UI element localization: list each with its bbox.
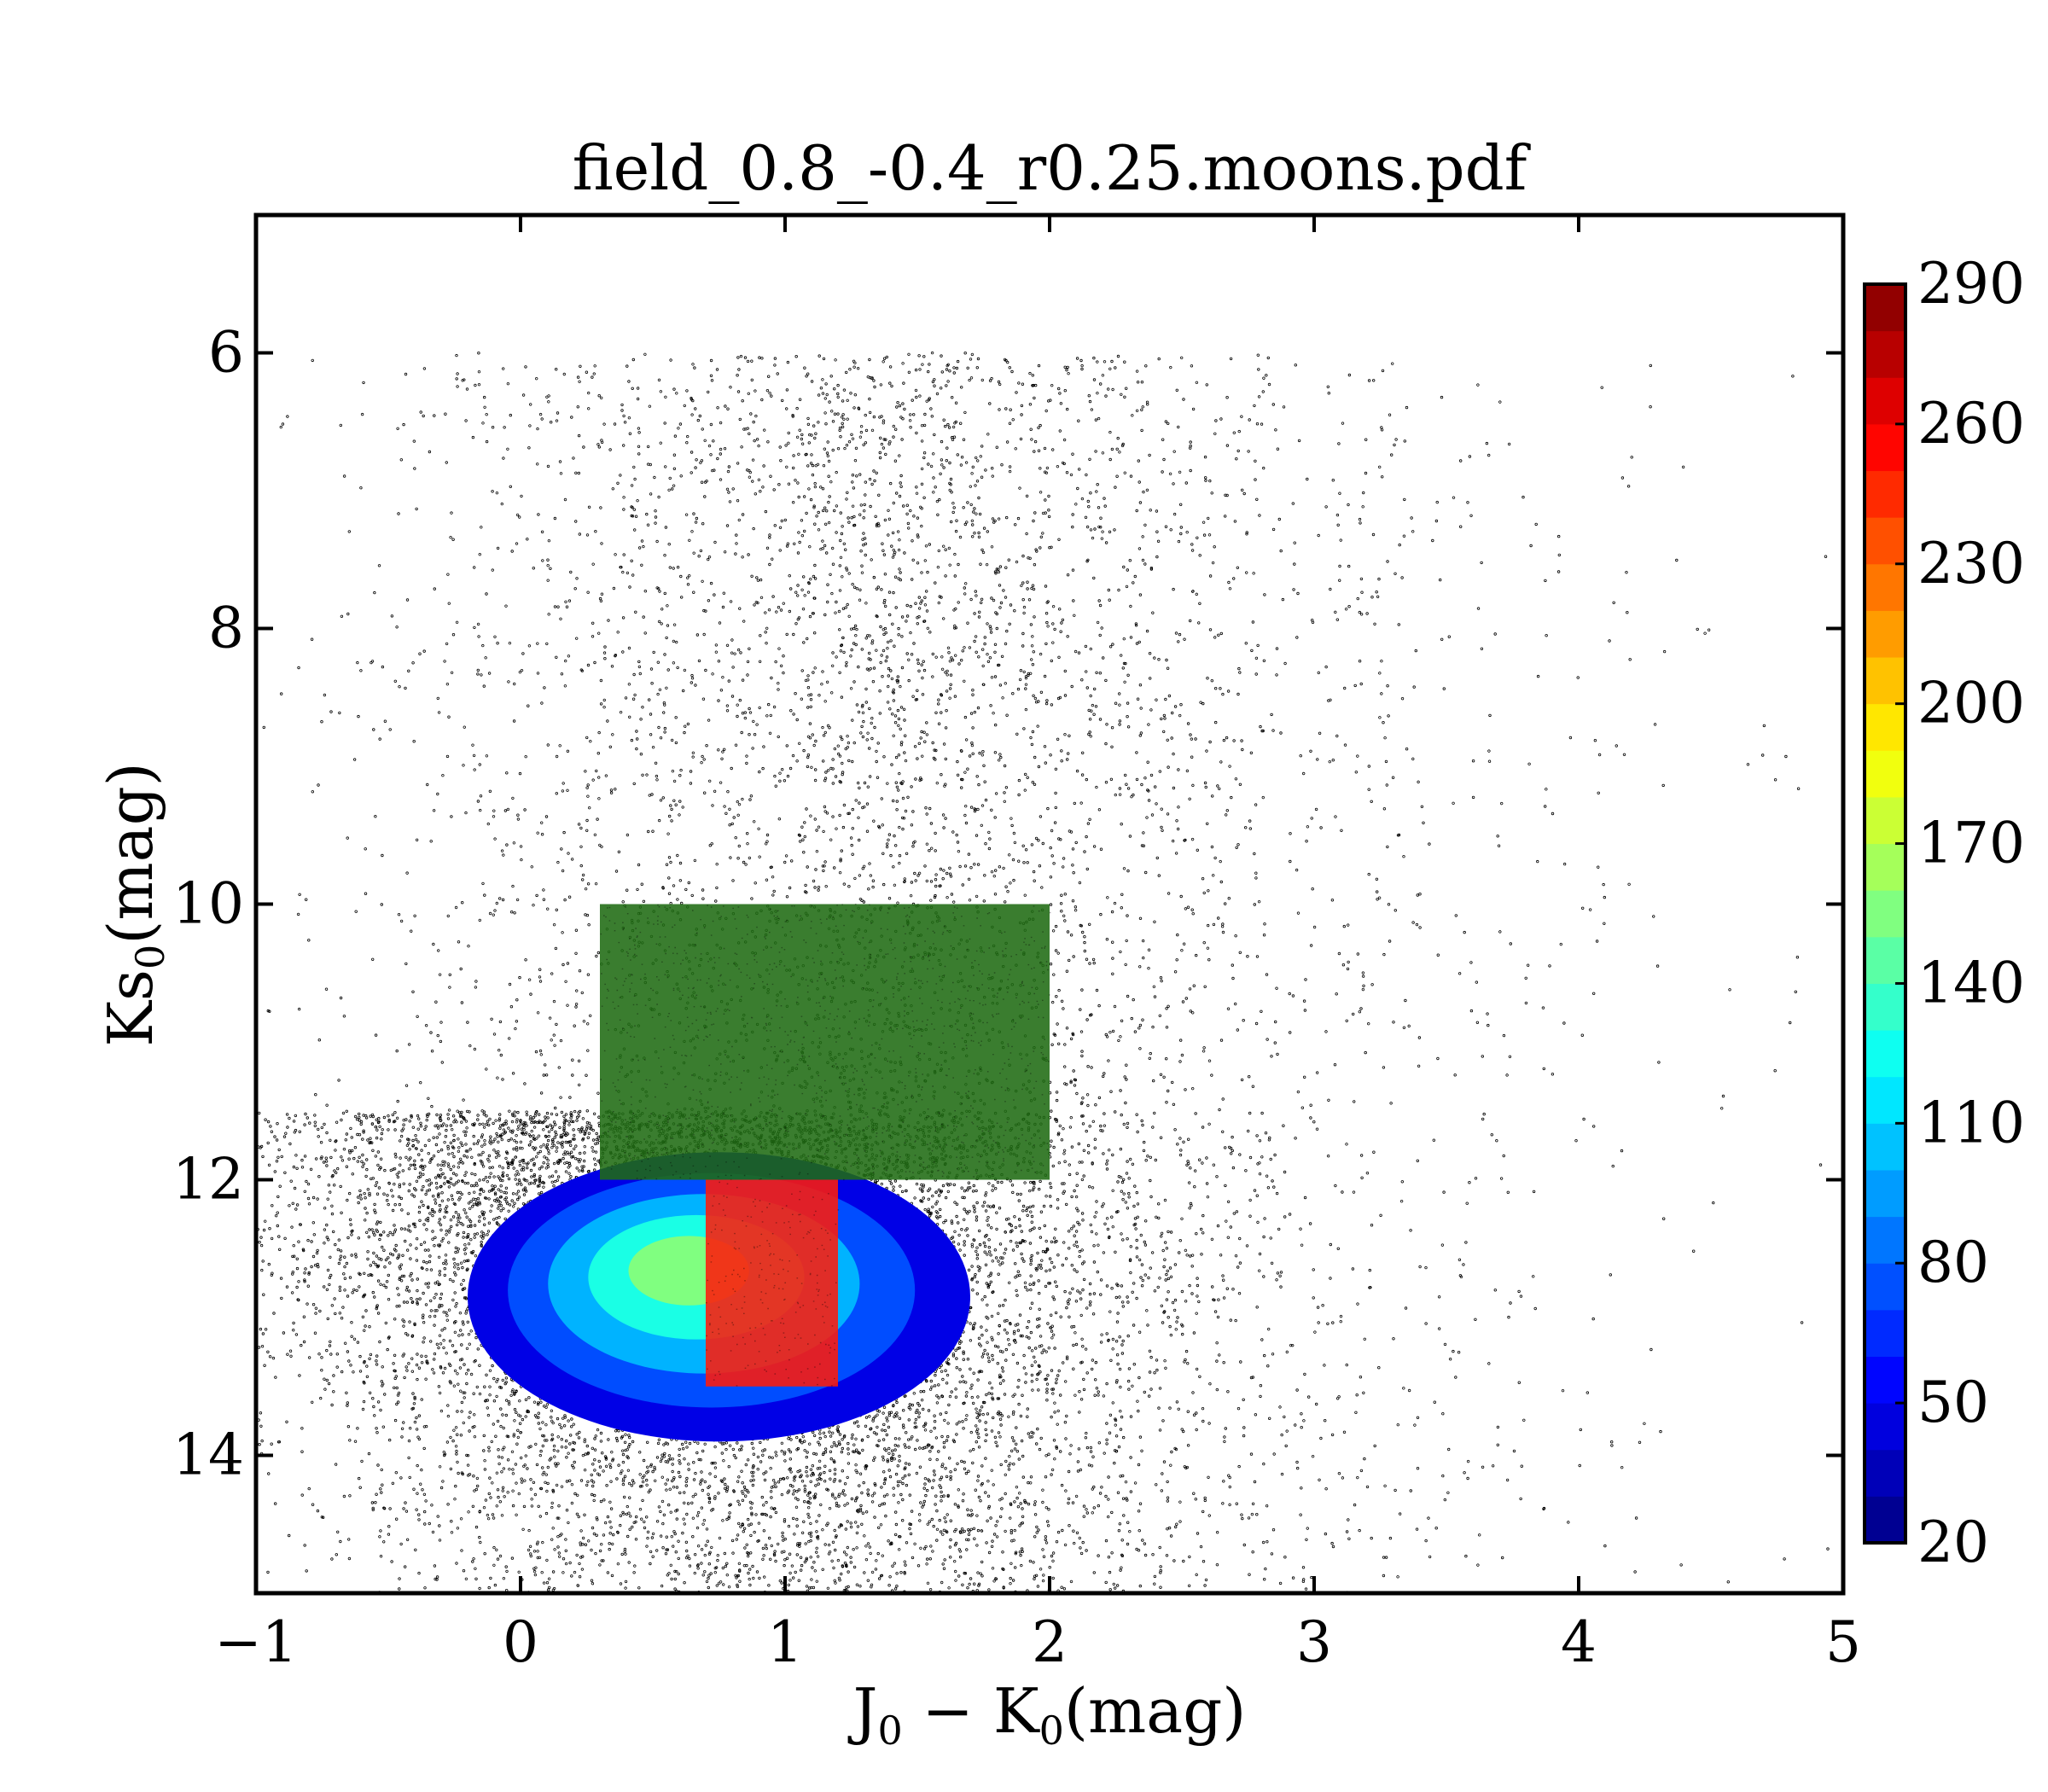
colorbar-segment — [1865, 1030, 1905, 1077]
colorbar-segment — [1865, 377, 1905, 424]
x-tick-label: 5 — [1825, 1609, 1861, 1675]
colorbar-segment — [1865, 1356, 1905, 1403]
selection-box — [600, 905, 1050, 1180]
colorbar-tick-label: 290 — [1917, 251, 2025, 317]
colorbar-segment — [1865, 657, 1905, 704]
colorbar-segment — [1865, 284, 1905, 331]
chart-title: field_0.8_-0.4_r0.25.moons.pdf — [573, 132, 1531, 204]
y-tick-label: 12 — [172, 1147, 244, 1213]
selection-box — [706, 1180, 838, 1387]
x-tick-label: 0 — [503, 1609, 538, 1675]
y-tick-label: 8 — [208, 596, 244, 661]
colorbar-tick-label: 20 — [1917, 1510, 1989, 1575]
x-tick-label: 3 — [1296, 1609, 1332, 1675]
y-tick-label: 6 — [208, 320, 244, 386]
colorbar-segment — [1865, 890, 1905, 937]
colorbar-tick-label: 50 — [1917, 1370, 1989, 1435]
colorbar-tick-label: 110 — [1917, 1090, 2025, 1155]
colorbar-tick-label: 80 — [1917, 1230, 1989, 1295]
colorbar-segment — [1865, 844, 1905, 891]
colorbar-segment — [1865, 704, 1905, 751]
colorbar-segment — [1865, 1123, 1905, 1170]
y-axis-label: Ks0(mag) — [95, 762, 173, 1047]
colorbar-tick-label: 140 — [1917, 950, 2025, 1015]
y-axis-ticks: 6 8 10 12 14 — [172, 320, 1843, 1488]
colorbar-segment — [1865, 1077, 1905, 1124]
colorbar-tick-label: 230 — [1917, 531, 2025, 596]
x-tick-label: 2 — [1032, 1609, 1068, 1675]
colorbar-segment — [1865, 1450, 1905, 1497]
colorbar-tick-label: 170 — [1917, 811, 2025, 876]
colorbar-segment — [1865, 1170, 1905, 1217]
x-tick-label: 4 — [1561, 1609, 1597, 1675]
colorbar-segment — [1865, 1496, 1905, 1543]
y-tick-label: 14 — [172, 1423, 244, 1488]
colorbar-tick-label: 200 — [1917, 671, 2025, 736]
colorbar-segment — [1865, 331, 1905, 378]
colorbar-segment — [1865, 564, 1905, 611]
colorbar-segment — [1865, 937, 1905, 984]
y-tick-label: 10 — [172, 871, 244, 937]
colorbar-segment — [1865, 424, 1905, 471]
colorbar-segment — [1865, 610, 1905, 657]
colorbar-tick-label: 260 — [1917, 391, 2025, 457]
colorbar-segment — [1865, 983, 1905, 1030]
colorbar-segment — [1865, 750, 1905, 797]
colorbar-segment — [1865, 797, 1905, 844]
colorbar: 20 50 80 110 140 170 200 230 260 290 — [1865, 251, 2025, 1575]
colorbar-segment — [1865, 1217, 1905, 1264]
colorbar-segment — [1865, 1263, 1905, 1310]
x-tick-label: −1 — [214, 1609, 297, 1675]
colorbar-segment — [1865, 1403, 1905, 1450]
x-tick-label: 1 — [767, 1609, 803, 1675]
x-axis-label: J0 − K0(mag) — [847, 1675, 1247, 1754]
colorbar-segment — [1865, 517, 1905, 564]
colorbar-segment — [1865, 471, 1905, 518]
colorbar-segment — [1865, 1310, 1905, 1357]
plot-area — [255, 352, 1829, 1594]
